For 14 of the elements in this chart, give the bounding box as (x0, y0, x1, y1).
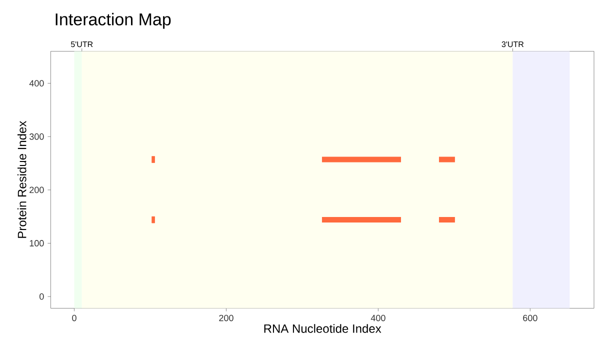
y-tick-label: 400 (29, 80, 44, 86)
y-tick-label: 100 (30, 240, 44, 246)
y-tick-label: 0 (40, 293, 44, 300)
x-tick-label: 0 (72, 314, 76, 322)
x-tick-label: 200 (219, 314, 234, 322)
chart-title: Interaction Map (56, 12, 171, 29)
y-axis-title: Protein Residue Index (17, 120, 26, 238)
y-tick-label: 200 (30, 186, 44, 194)
x-axis-title: RNA Nucleotide Index (264, 324, 382, 333)
band-label: 3'UTR (502, 41, 524, 48)
x-tick-label: 400 (370, 314, 386, 322)
y-tick-label: 300 (30, 133, 44, 140)
band-label: 5'UTR (70, 42, 93, 48)
x-tick-label: 600 (523, 314, 538, 322)
